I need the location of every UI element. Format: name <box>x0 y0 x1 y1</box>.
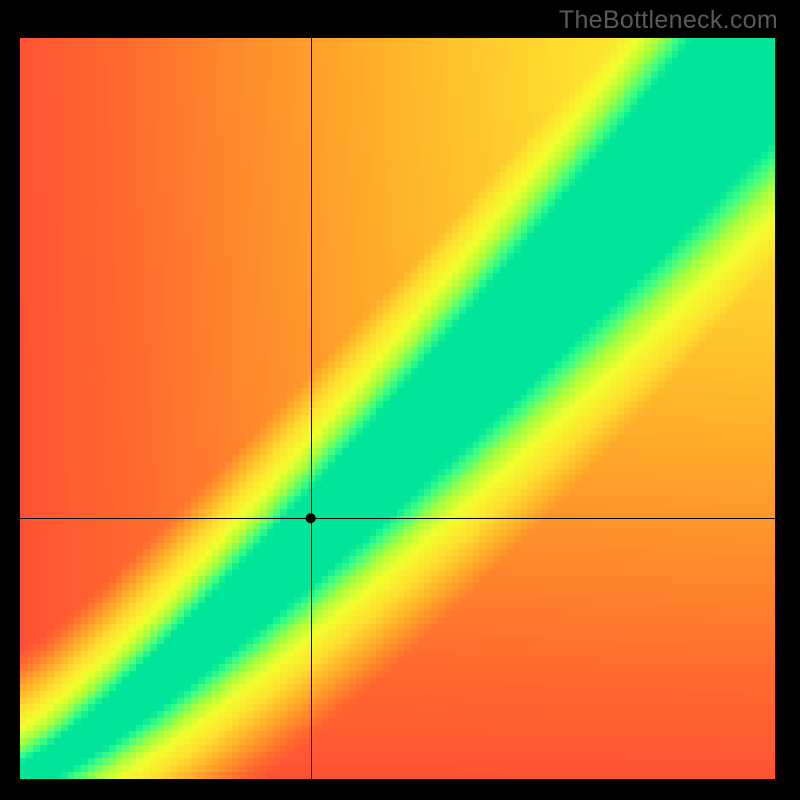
heatmap-plot <box>20 38 775 779</box>
heatmap-canvas <box>20 38 775 779</box>
watermark-text: TheBottleneck.com <box>559 6 778 35</box>
chart-container: TheBottleneck.com <box>0 0 800 800</box>
